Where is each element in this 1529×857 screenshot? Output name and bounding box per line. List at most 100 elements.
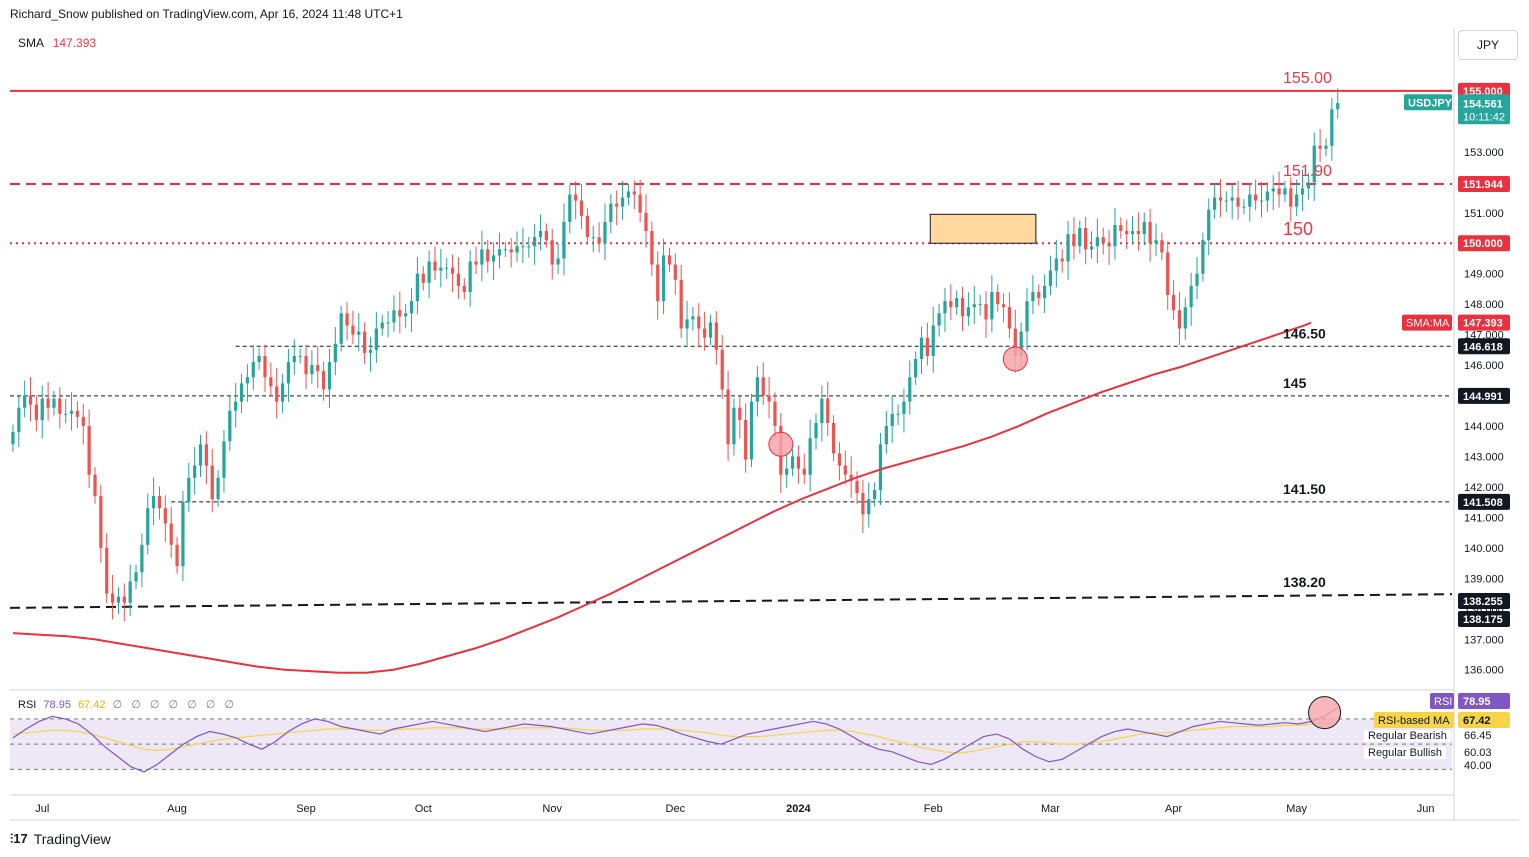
candle-body bbox=[972, 304, 976, 308]
rsi-level-40-label: 40.00 bbox=[1464, 760, 1492, 772]
currency-button[interactable]: JPY bbox=[1458, 30, 1518, 60]
candle-body bbox=[333, 343, 337, 363]
candle bbox=[198, 434, 203, 477]
candle bbox=[1300, 169, 1305, 212]
candle-body bbox=[1148, 221, 1152, 244]
candle-body bbox=[873, 489, 877, 500]
candle-body bbox=[1212, 197, 1217, 210]
candle bbox=[1025, 288, 1029, 351]
candle bbox=[404, 303, 408, 328]
candle-body bbox=[1037, 291, 1041, 299]
candle-body bbox=[239, 383, 244, 402]
candle-body bbox=[673, 264, 677, 280]
rsi-ma-tag-value: 67.42 bbox=[1463, 715, 1491, 727]
candle bbox=[450, 254, 455, 293]
candle-body bbox=[1324, 145, 1328, 149]
candle-body bbox=[163, 508, 167, 524]
candle-body bbox=[116, 596, 121, 603]
candle-body bbox=[1201, 240, 1205, 274]
x-tick-label: Sep bbox=[296, 803, 316, 815]
candle-body bbox=[720, 349, 724, 390]
sma-legend[interactable]: SMA 147.393 bbox=[18, 36, 96, 50]
candle bbox=[456, 256, 461, 299]
candle bbox=[298, 348, 302, 364]
candle bbox=[280, 373, 285, 413]
candle bbox=[949, 284, 953, 321]
price-tag-6-bg bbox=[1458, 593, 1510, 610]
candle-body bbox=[955, 298, 959, 308]
candle-body bbox=[46, 398, 50, 408]
candle bbox=[937, 303, 941, 337]
candle bbox=[703, 311, 707, 351]
candle bbox=[486, 239, 490, 273]
candle bbox=[1336, 88, 1340, 119]
candle bbox=[1318, 129, 1322, 162]
candle-body bbox=[152, 496, 156, 509]
candle bbox=[1101, 227, 1105, 255]
price-tag-1: 151.944 bbox=[1463, 179, 1504, 191]
candle bbox=[357, 313, 361, 352]
candle-body bbox=[527, 246, 531, 248]
candle-body bbox=[685, 319, 689, 329]
y-tick-label: 140.000 bbox=[1464, 543, 1504, 555]
candle bbox=[134, 564, 138, 589]
candle-body bbox=[708, 322, 713, 338]
candle-body bbox=[1095, 237, 1099, 247]
last-price-tag-bg bbox=[1458, 94, 1510, 125]
candle bbox=[128, 564, 132, 616]
rsi-ma-line bbox=[12, 721, 1338, 754]
tradingview-footer[interactable]: ⫶17 TradingView bbox=[10, 831, 111, 847]
candle bbox=[1037, 284, 1041, 306]
candle-body bbox=[1160, 240, 1164, 253]
candle bbox=[316, 346, 320, 388]
candle-body bbox=[1312, 145, 1316, 183]
candle bbox=[321, 361, 326, 401]
rsi-legend[interactable]: RSI 78.95 67.42 ∅ ∅ ∅ ∅ ∅ ∅ ∅ bbox=[18, 698, 237, 711]
candle-body bbox=[1013, 328, 1017, 356]
candle-body bbox=[234, 401, 238, 411]
candle-body bbox=[755, 377, 759, 402]
candle-body bbox=[222, 441, 226, 478]
candle bbox=[790, 448, 795, 477]
candle-body bbox=[1236, 197, 1240, 207]
y-tick-label: 137.000 bbox=[1464, 634, 1504, 646]
candle bbox=[802, 453, 806, 485]
price-tag-5-bg bbox=[1458, 493, 1510, 510]
candle bbox=[374, 311, 378, 363]
candle bbox=[697, 303, 701, 348]
candle-body bbox=[316, 365, 320, 372]
rsi-legend-value: 78.95 bbox=[43, 699, 71, 711]
candle-body bbox=[1189, 285, 1193, 308]
x-tick-label: 2024 bbox=[786, 803, 811, 815]
candle-body bbox=[251, 362, 255, 378]
rsi-line bbox=[12, 707, 1339, 773]
candle bbox=[831, 415, 836, 462]
price-tag-3-bg bbox=[1458, 338, 1510, 355]
candle-body bbox=[157, 496, 162, 509]
candle bbox=[585, 208, 589, 245]
candle bbox=[34, 395, 38, 432]
candle bbox=[796, 445, 801, 484]
candle bbox=[339, 305, 343, 352]
candle bbox=[726, 370, 730, 462]
candle bbox=[152, 477, 156, 526]
candle bbox=[919, 326, 924, 374]
candle-body bbox=[462, 285, 466, 292]
candle-body bbox=[286, 362, 291, 384]
candle-body bbox=[486, 249, 490, 262]
regular-bullish-value: 60.03 bbox=[1464, 747, 1492, 759]
candle bbox=[1125, 219, 1129, 250]
candle-body bbox=[820, 398, 824, 423]
candle-body bbox=[679, 279, 683, 329]
candle bbox=[1048, 255, 1053, 296]
candle bbox=[533, 224, 537, 265]
candle-body bbox=[843, 465, 847, 475]
candle bbox=[984, 291, 988, 338]
candle bbox=[650, 221, 654, 276]
candle bbox=[1254, 179, 1258, 211]
candle-body bbox=[69, 410, 74, 414]
rsi-tag-value-bg bbox=[1458, 693, 1510, 709]
candle-body bbox=[544, 231, 548, 241]
candle bbox=[960, 286, 965, 332]
